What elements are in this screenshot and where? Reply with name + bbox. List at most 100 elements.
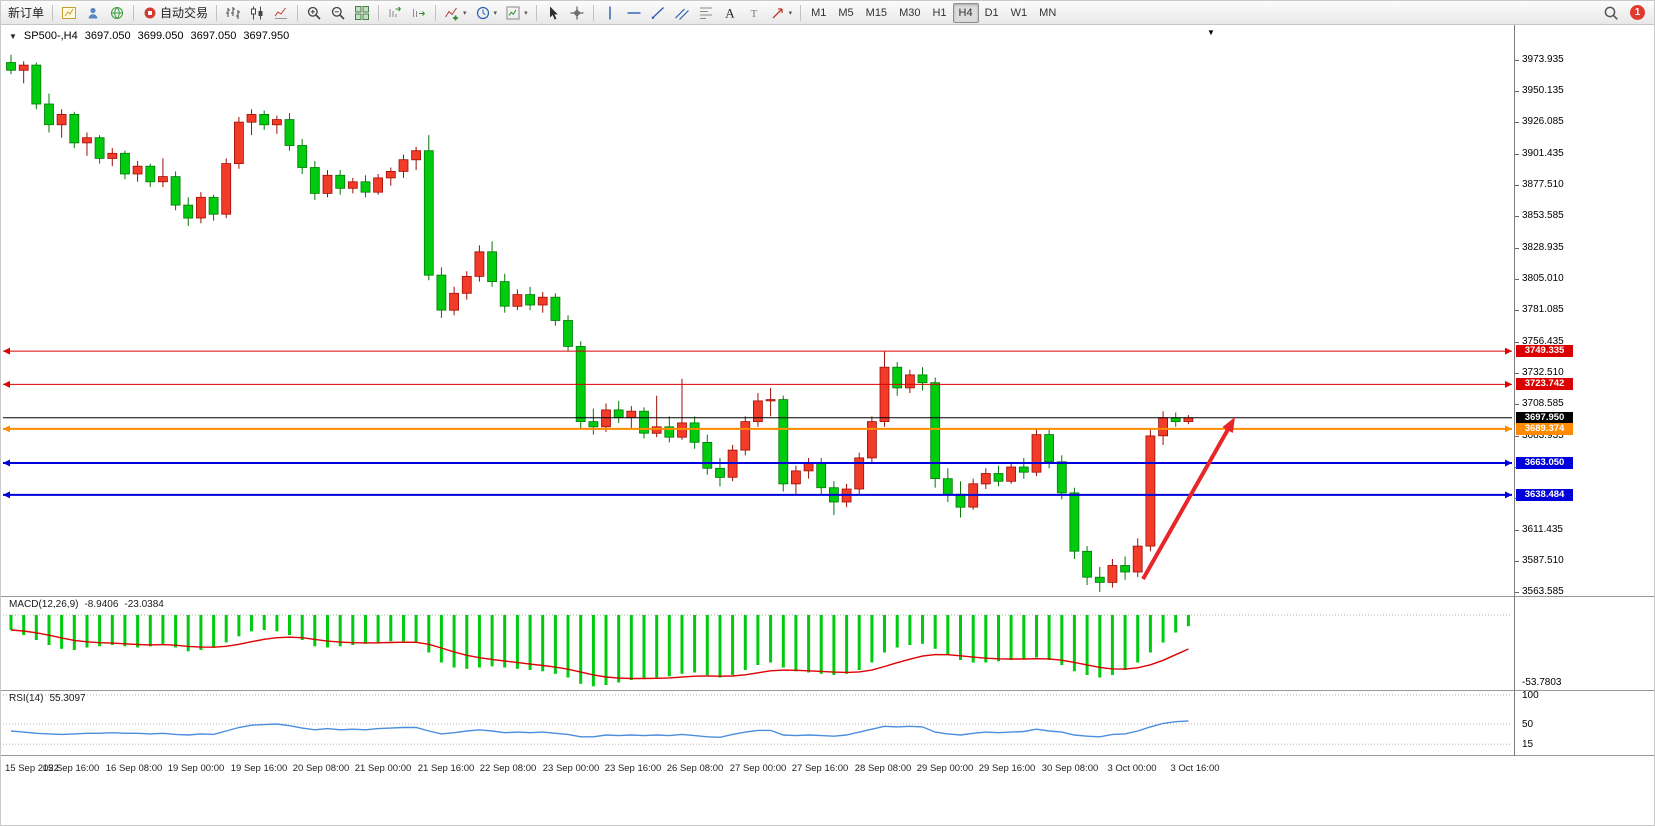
candle [436, 267, 447, 318]
search-button[interactable] [1599, 3, 1623, 23]
timeframe-w1-button[interactable]: W1 [1005, 3, 1034, 23]
ohlc-low: 3697.050 [190, 30, 237, 42]
timeframe-m15-button[interactable]: M15 [860, 3, 893, 23]
candle [563, 315, 573, 352]
candle [132, 161, 143, 182]
templates-button[interactable]: ▾ [501, 3, 532, 23]
pane-separator[interactable] [1, 596, 1654, 597]
time-axis-label: 23 Sep 16:00 [604, 763, 662, 774]
autotrading-button[interactable]: 自动交易 [138, 3, 212, 23]
horizontal-line[interactable] [3, 459, 1512, 467]
macd-canvas[interactable] [1, 597, 1514, 690]
price-axis-tick [1515, 216, 1519, 217]
trendline-button[interactable] [646, 3, 670, 23]
timeframe-h4-button[interactable]: H4 [952, 2, 979, 23]
timeframe-d1-button[interactable]: D1 [979, 3, 1005, 23]
candle [347, 177, 358, 194]
pane-separator[interactable] [1, 690, 1654, 691]
candle [677, 378, 687, 440]
bar-chart-button[interactable] [221, 3, 245, 23]
candle [512, 289, 523, 311]
horizontal-line[interactable] [3, 380, 1512, 388]
arrows-icon [770, 5, 786, 21]
market-watch-button[interactable] [105, 3, 129, 23]
time-axis-label: 28 Sep 08:00 [854, 763, 912, 774]
timeframe-mn-button[interactable]: MN [1033, 3, 1062, 23]
timeframe-m30-button[interactable]: M30 [893, 3, 926, 23]
text-button[interactable]: A [718, 3, 742, 23]
candle [1018, 457, 1029, 479]
vertical-line-button[interactable] [598, 3, 622, 23]
trend-arrow[interactable] [1141, 417, 1235, 580]
time-axis-label: 26 Sep 08:00 [666, 763, 724, 774]
autotrading-button-label: 自动交易 [160, 6, 209, 20]
candle [854, 452, 865, 495]
toolbar-separator [435, 4, 437, 21]
price-chart-canvas[interactable] [1, 25, 1514, 596]
horizontal-line[interactable] [3, 425, 1512, 433]
candle [411, 146, 422, 171]
profiles-icon [85, 5, 101, 21]
line-chart-button[interactable] [269, 3, 293, 23]
timeframe-w1-button-label: W1 [1010, 6, 1028, 19]
macd-header: MACD(12,26,9) -8.9406 -23.0384 [9, 599, 164, 610]
zoom-out-icon [330, 5, 346, 21]
candle [917, 367, 928, 391]
chart-expander-icon[interactable]: ▼ [9, 31, 17, 41]
zoom-in-button[interactable] [302, 3, 326, 23]
price-axis-tick [1515, 185, 1519, 186]
candle [1120, 556, 1130, 580]
timeframe-m5-button[interactable]: M5 [832, 3, 859, 23]
horizontal-line[interactable] [3, 347, 1512, 355]
rsi-label: RSI(14) [9, 693, 44, 704]
timeframe-m1-button[interactable]: M1 [805, 3, 832, 23]
candle [1107, 559, 1118, 588]
candlestick-chart-button[interactable] [245, 3, 269, 23]
ohlc-close: 3697.950 [243, 30, 290, 42]
time-axis[interactable]: 15 Sep 2022 15 Sep 16:00 16 Sep 08:00 19 Se… [1, 756, 1654, 782]
zoom-out-button[interactable] [326, 3, 350, 23]
candle [588, 408, 599, 435]
candle [385, 167, 396, 186]
macd-signal-line [10, 629, 1189, 680]
candle [6, 54, 16, 75]
toolbar-right-group: 1 [1599, 3, 1653, 23]
price-axis-label: 3901.435 [1522, 148, 1564, 159]
cursor-button[interactable] [541, 3, 565, 23]
label-button[interactable]: T [742, 3, 766, 23]
periods-button[interactable]: ▾ [471, 3, 502, 23]
indicators-button[interactable]: ▾ [440, 3, 471, 23]
candle [335, 170, 346, 195]
candle [195, 192, 206, 224]
price-axis-label: 3563.585 [1522, 586, 1564, 597]
timeframe-m5-button-label: M5 [838, 6, 854, 19]
notifications-badge[interactable]: 1 [1630, 5, 1645, 20]
candle [31, 62, 42, 110]
candle [778, 395, 789, 492]
svg-text:A: A [725, 5, 735, 20]
horizontal-line[interactable] [3, 491, 1512, 499]
timeframe-h1-button[interactable]: H1 [926, 3, 952, 23]
price-axis-label: 3828.935 [1522, 242, 1564, 253]
chart-shift-marker-icon[interactable]: ▼ [1207, 28, 1215, 37]
candle [309, 161, 320, 200]
auto-scroll-button[interactable] [383, 3, 407, 23]
tile-windows-button[interactable] [350, 3, 374, 23]
time-axis-label: 29 Sep 00:00 [916, 763, 974, 774]
candle [322, 170, 333, 198]
pane-separator[interactable] [1, 755, 1654, 756]
channel-button[interactable] [670, 3, 694, 23]
fibonacci-button[interactable] [694, 3, 718, 23]
toolbar-separator [535, 4, 537, 21]
horizontal-line-button[interactable] [622, 3, 646, 23]
crosshair-button[interactable] [565, 3, 589, 23]
new-order-button[interactable]: 新订单 [4, 3, 48, 23]
chart-shift-button[interactable] [407, 3, 431, 23]
arrows-button[interactable]: ▾ [766, 3, 797, 23]
candle [246, 109, 257, 136]
price-axis[interactable]: 3973.935 3950.135 3926.085 3901.435 3877.510… [1514, 25, 1654, 756]
rsi-canvas[interactable] [1, 691, 1514, 755]
profiles-button[interactable] [81, 3, 105, 23]
crosshair-icon [569, 5, 585, 21]
new-chart-button[interactable] [57, 3, 81, 23]
